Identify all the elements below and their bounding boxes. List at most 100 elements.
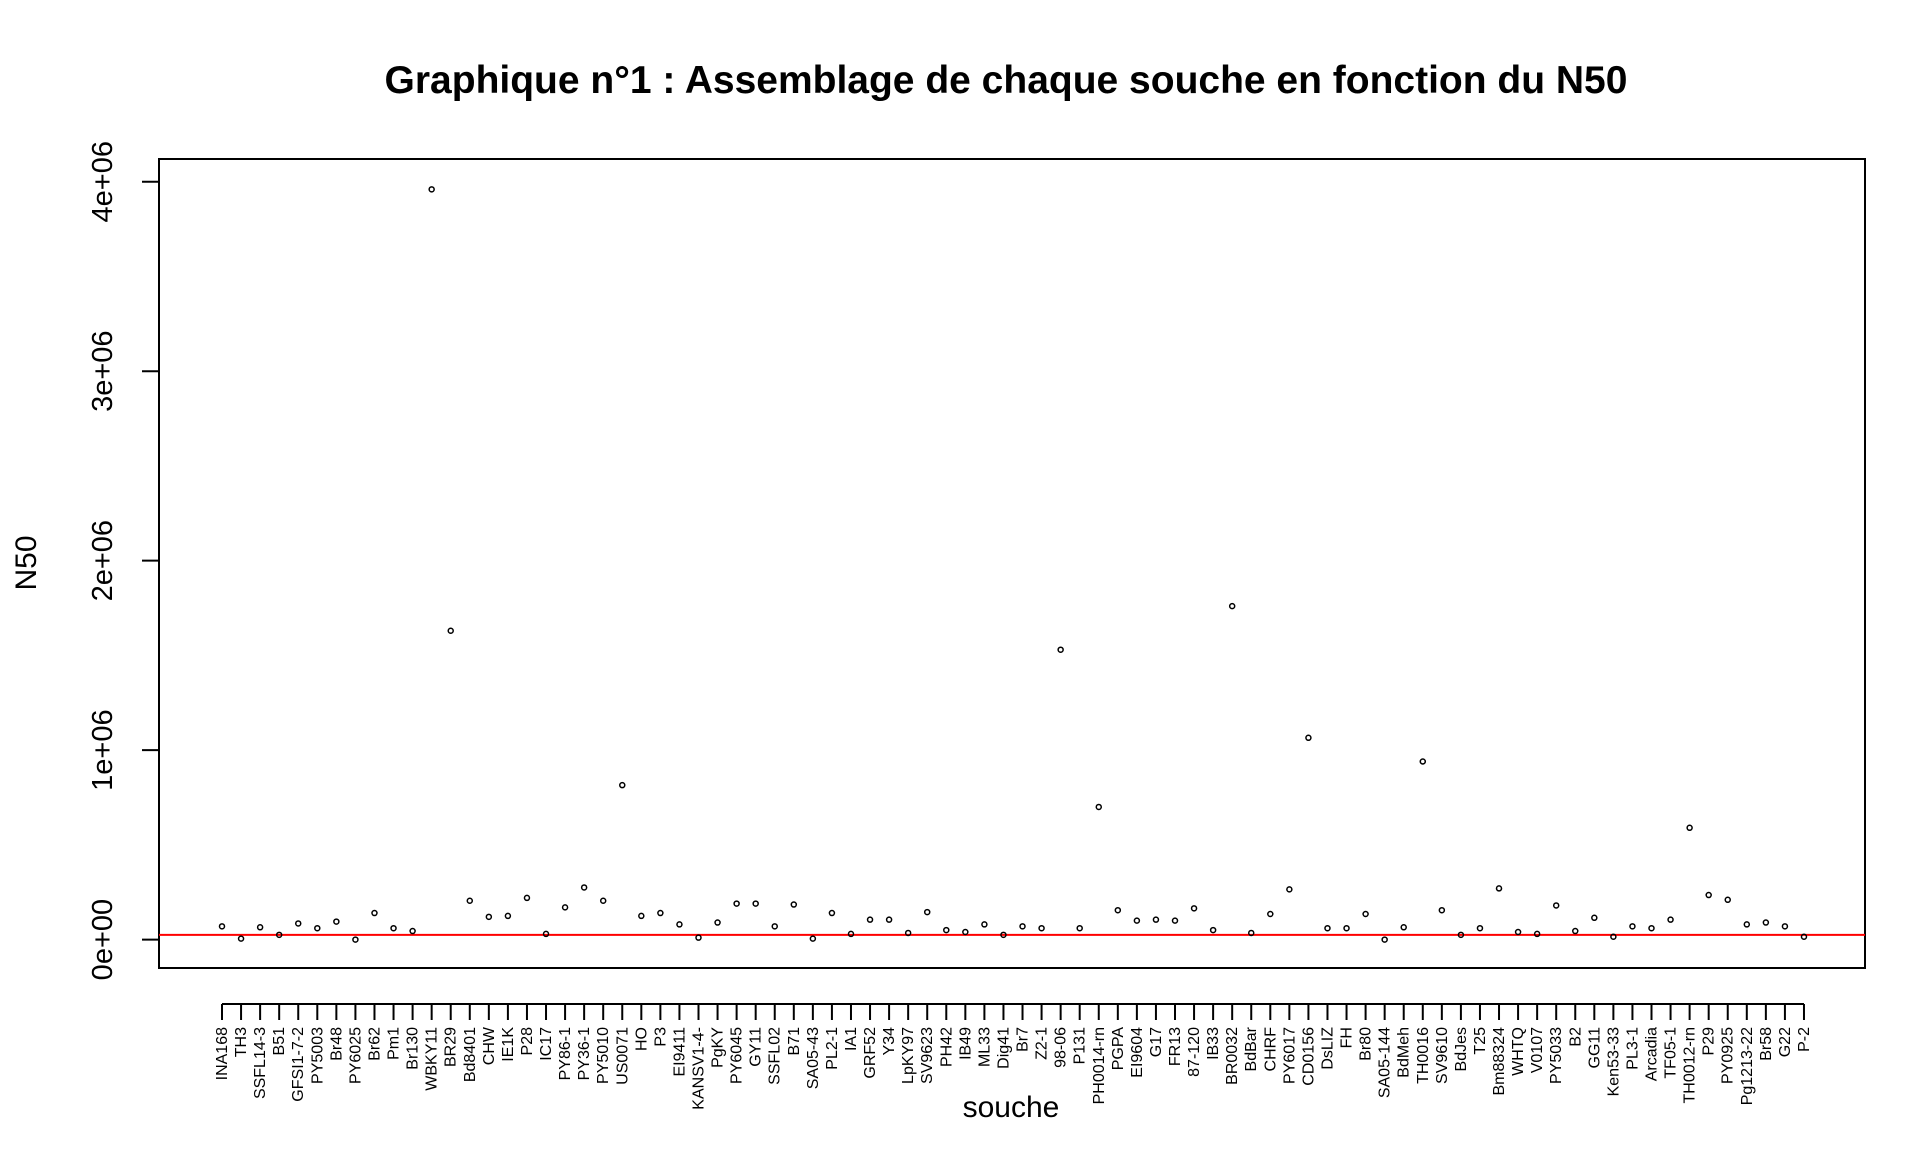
x-tick-label: V0107 [1529,1027,1546,1073]
data-point [1572,927,1579,935]
data-point [714,919,721,926]
x-tick-label: PY36-1 [576,1027,593,1080]
data-point [1076,924,1083,932]
data-point [1514,928,1522,936]
x-tick-label: SSFL02 [767,1027,784,1085]
data-point [1686,824,1693,832]
y-tick-label: 3e+06 [87,330,119,411]
data-point [1133,917,1141,924]
x-tick-label: Bm88324 [1491,1027,1508,1096]
x-tick-label: DsLIZ [1319,1027,1336,1070]
data-point [1610,933,1617,940]
data-point [1286,886,1293,893]
data-point [1324,924,1331,932]
data-point [1362,910,1369,918]
data-point [1457,931,1465,939]
x-tick-label: PY86-1 [557,1027,574,1080]
x-tick-label: GY11 [748,1027,765,1067]
data-point [619,781,626,789]
data-point [599,897,607,904]
data-point [1533,930,1541,938]
x-tick-label: P29 [1701,1027,1718,1056]
data-point [733,900,740,907]
x-tick-label: Pg1213-22 [1739,1027,1756,1105]
x-tick-label: PGPA [1110,1027,1127,1071]
x-tick-label: SA05-144 [1377,1027,1394,1098]
data-point [695,934,702,941]
x-tick-label: IB49 [957,1027,974,1060]
data-point [275,931,283,939]
x-tick-label: Arcadia [1644,1027,1661,1081]
x-tick-label: SV9623 [919,1027,936,1084]
data-point [1743,921,1751,928]
data-point [504,912,512,920]
data-point [1019,923,1026,930]
x-tick-label: P28 [519,1027,536,1056]
data-point [466,897,474,904]
x-tick-label: P-2 [1796,1027,1813,1052]
data-point [809,935,817,942]
data-point [1705,891,1712,899]
data-point [1648,924,1655,932]
data-point [218,923,226,930]
x-tick-label: Br130 [405,1027,422,1070]
x-tick-label: Z2-1 [1034,1027,1051,1060]
x-tick-label: T25 [1472,1027,1489,1055]
data-point [1057,646,1064,653]
x-tick-label: IE1K [500,1027,517,1062]
x-tick-label: B51 [271,1027,288,1056]
x-tick-label: PL2-1 [824,1027,841,1070]
x-tick-label: HO [633,1027,650,1051]
x-tick-label: Br62 [366,1027,383,1061]
x-tick-label: PY5010 [595,1027,612,1084]
x-tick-label: IA1 [843,1027,860,1051]
data-point [485,913,493,921]
data-point [1228,602,1236,610]
data-point [428,186,435,193]
x-tick-label: WBKY11 [424,1027,441,1091]
data-point [1781,923,1789,930]
data-point [256,924,264,931]
x-tick-label: KANSV1-4- [691,1027,708,1110]
data-point [542,930,550,938]
y-tick-label: 4e+06 [87,141,119,222]
x-tick-label: G17 [1148,1027,1165,1057]
data-point [1591,914,1598,922]
x-tick-label: US0071 [614,1027,631,1085]
data-point [1190,905,1198,912]
y-tick-label: 2e+06 [87,520,119,601]
data-point [523,894,531,902]
data-point [981,921,988,928]
data-point [1800,933,1808,940]
data-point [1171,917,1179,924]
x-tick-label: PL3-1 [1624,1027,1641,1070]
data-point [1000,931,1007,939]
x-tick-label: PY5033 [1548,1027,1565,1084]
x-tick-label: G22 [1777,1027,1794,1057]
x-tick-label: SA05-43 [805,1027,822,1089]
x-tick-label: Dig41 [995,1027,1012,1069]
data-points [218,186,1808,943]
y-axis: 0e+00 1e+06 2e+06 3e+06 4e+06 [87,141,160,980]
data-point [1305,734,1312,742]
x-tick-label: B71 [786,1027,803,1056]
x-tick-label: EI9604 [1129,1027,1146,1078]
data-point [1438,906,1446,914]
data-point [885,916,893,923]
data-point [333,918,340,925]
data-point [828,909,836,917]
data-point [847,930,855,938]
data-point [580,884,588,891]
x-tick-label: PY5003 [309,1027,326,1084]
x-tick-label: PgKY [710,1027,727,1068]
data-point [1267,910,1274,918]
x-tick-label: BdMeh [1396,1027,1413,1078]
x-tick-label: CHW [481,1026,498,1065]
x-tick-label: WHTQ [1510,1027,1527,1076]
x-tick-label: SSFL14-3 [252,1027,269,1099]
x-tick-label: PY0925 [1720,1027,1737,1084]
data-point [676,921,683,928]
y-axis-label: N50 [10,535,43,590]
x-tick-label: Bd8401 [462,1027,479,1082]
